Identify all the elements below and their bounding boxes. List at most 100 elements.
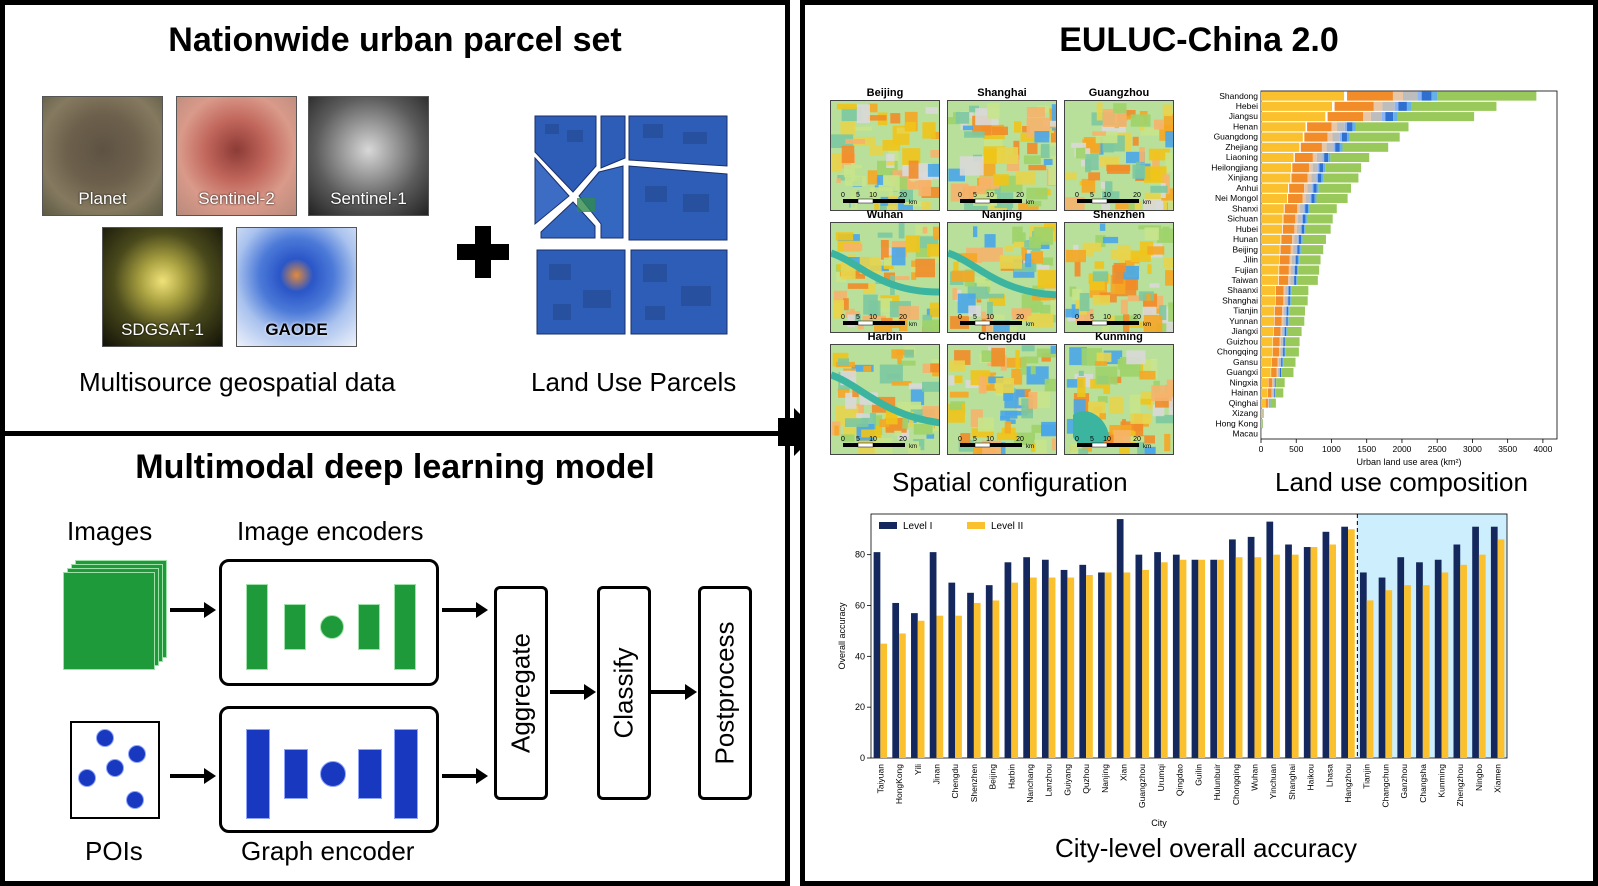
level2-bar	[1086, 575, 1093, 758]
scale-tick: 5	[973, 314, 977, 321]
bar-segment	[1281, 367, 1282, 377]
scale-unit: km	[909, 444, 917, 450]
city-label: Taiyuan	[875, 764, 885, 794]
scale-tick: 20	[1133, 314, 1141, 321]
bar-segment	[1288, 306, 1290, 316]
bar-segment	[1288, 316, 1305, 326]
province-label: Macau	[1232, 429, 1258, 439]
bar-segment	[1261, 193, 1288, 203]
x-tick-label: 500	[1289, 444, 1303, 454]
bar-segment	[1261, 419, 1262, 429]
legend-label: Level I	[903, 521, 932, 532]
bar-segment	[1301, 234, 1303, 244]
planet-label: Planet	[78, 189, 127, 208]
level1-bar	[1434, 559, 1442, 758]
province-label: Hebei	[1236, 101, 1258, 111]
bar-segment	[1291, 265, 1295, 275]
city-label: Lanzhou	[1044, 764, 1054, 797]
city-land-use-map: 0 5 10 20 km	[947, 100, 1057, 211]
city-label: Hulunbuir	[1212, 764, 1222, 801]
bar-segment	[1281, 316, 1284, 326]
city-map-title: Guangzhou	[1088, 87, 1150, 99]
bar-segment	[1286, 306, 1289, 316]
province-label: Shandong	[1219, 91, 1258, 101]
level2-bar	[1198, 559, 1206, 758]
level2-bar	[1366, 600, 1374, 758]
bar-segment	[1262, 419, 1264, 429]
province-label: Nei Mongol	[1215, 193, 1258, 203]
aggregate-step: Aggregate	[494, 586, 548, 800]
bar-segment	[1288, 183, 1290, 193]
bar-segment	[1328, 153, 1331, 163]
bar-segment	[1344, 91, 1348, 101]
bar-segment	[1297, 255, 1300, 265]
level2-bar	[1067, 577, 1075, 758]
level2-bar	[973, 602, 981, 758]
bar-segment	[1285, 347, 1299, 357]
bar-segment	[1304, 183, 1308, 193]
level1-bar	[1098, 572, 1105, 758]
scale-tick: 20	[1133, 192, 1141, 199]
province-label: Liaoning	[1226, 152, 1258, 162]
city-label: Kunming	[1437, 764, 1447, 798]
level1-bar	[1154, 552, 1161, 759]
bar-segment	[1282, 306, 1284, 316]
city-land-use-map: 0 5 10 20 km	[830, 100, 940, 211]
bar-segment	[1363, 112, 1371, 122]
scale-tick: 5	[1090, 192, 1094, 199]
level2-bar	[1142, 569, 1149, 758]
stacked-bar	[1261, 347, 1299, 357]
bar-segment	[1272, 347, 1280, 357]
bar-segment	[1291, 163, 1293, 173]
bar-segment	[1316, 183, 1319, 193]
bar-segment	[1280, 234, 1282, 244]
bar-segment	[1261, 347, 1273, 357]
bar-segment	[1382, 101, 1395, 111]
bar-segment	[1344, 122, 1348, 132]
province-label: Zhejiang	[1225, 142, 1258, 152]
bar-segment	[1262, 408, 1264, 418]
city-label: Urumqi	[1156, 764, 1166, 792]
bar-segment	[1267, 388, 1272, 398]
stacked-bar	[1261, 357, 1296, 367]
stacked-bar	[1261, 398, 1276, 408]
bar-segment	[1392, 91, 1403, 101]
bar-segment	[1279, 265, 1289, 275]
level1-bar	[1191, 559, 1199, 758]
city-label: Chengdu	[950, 764, 960, 799]
bar-segment	[1285, 316, 1287, 326]
scale-tick: 10	[1103, 192, 1111, 199]
gaode-label: GAODE	[265, 320, 328, 339]
bar-segment	[1283, 347, 1285, 357]
y-tick-label: 20	[855, 702, 865, 712]
scale-tick: 0	[958, 436, 962, 443]
stacked-bar	[1261, 255, 1321, 265]
province-label: Heilongjiang	[1211, 162, 1258, 172]
bar-segment	[1302, 132, 1305, 142]
bar-segment	[1276, 378, 1285, 388]
bar-segment	[1261, 286, 1276, 296]
level2-bar	[1179, 559, 1187, 758]
bar-segment	[1284, 337, 1286, 347]
level2-bar	[1160, 562, 1168, 758]
level1-bar	[1359, 572, 1367, 758]
bar-segment	[1294, 234, 1298, 244]
bar-segment	[1278, 357, 1281, 367]
parcels-caption: Land Use Parcels	[531, 367, 737, 397]
bar-segment	[1261, 408, 1262, 418]
level1-bar	[967, 592, 974, 758]
province-label: Guangdong	[1214, 132, 1259, 142]
parcel-set-title: Nationwide urban parcel set	[168, 21, 622, 59]
level2-bar	[1273, 554, 1280, 758]
bar-segment	[1421, 91, 1432, 101]
arrow-icon	[442, 768, 488, 784]
city-label: Harbin	[1006, 764, 1016, 789]
city-label: Changsha	[1418, 764, 1428, 803]
bar-segment	[1312, 163, 1318, 173]
bar-segment	[1290, 286, 1292, 296]
bar-segment	[1307, 122, 1332, 132]
legend-label: Level II	[991, 521, 1023, 532]
stacked-bar	[1261, 101, 1497, 111]
level1-bar	[1079, 564, 1087, 758]
